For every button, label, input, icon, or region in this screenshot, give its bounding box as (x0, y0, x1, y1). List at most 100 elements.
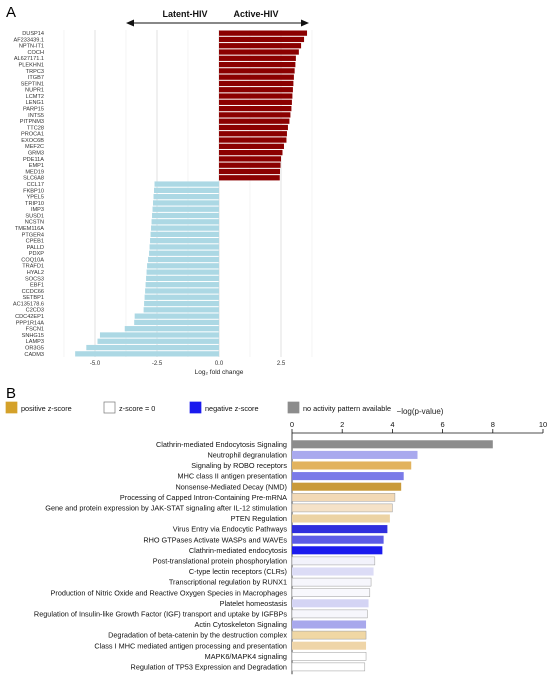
gene-bar (124, 326, 219, 332)
gene-bar (219, 68, 295, 74)
gene-label: NPTN-IT1 (19, 44, 44, 50)
pathway-label: Regulation of Insulin-like Growth Factor… (34, 610, 287, 619)
gene-label: MED19 (25, 169, 44, 175)
pathway-label: Clathrin-mediated endocytosis (189, 546, 288, 555)
pathway-bar (292, 567, 374, 576)
gene-label: SUSD1 (25, 213, 44, 219)
gene-label: TTC28 (27, 125, 44, 131)
panel-a-x-axis-label: Log₂ fold change (195, 369, 244, 376)
pathway-bar (291, 577, 372, 587)
gene-bar (153, 200, 219, 206)
gene-label: COQ10A (21, 257, 44, 263)
gene-label: EMP1 (29, 163, 44, 169)
gene-bar (153, 194, 219, 200)
gene-bar (150, 238, 219, 244)
gene-label: PALLD (27, 245, 44, 251)
pathway-bar (292, 641, 367, 650)
pathway-bar (292, 461, 412, 470)
x-tick-label: -2.5 (152, 361, 163, 367)
pathway-bar (291, 556, 376, 566)
gene-label: SETBP1 (23, 295, 44, 301)
gene-label: TRAFD1 (22, 264, 44, 270)
gene-label: PPP1R14A (16, 320, 45, 326)
gene-bar (219, 112, 291, 118)
gene-label: NCSTN (25, 220, 44, 226)
gene-label: DUSP14 (22, 31, 44, 37)
gene-bar (219, 105, 292, 112)
pathway-label: Nonsense-Mediated Decay (NMD) (175, 482, 287, 491)
pathway-bar (292, 450, 418, 459)
pathway-label: Degradation of beta-catenin by the destr… (108, 631, 287, 640)
legend-label: z-score = 0 (119, 404, 155, 413)
gene-bar (219, 137, 287, 143)
x-tick-label: 0.0 (215, 361, 224, 367)
gene-bar (219, 149, 283, 156)
active-hiv-label: Active-HIV (233, 9, 278, 19)
pathway-bar (292, 546, 383, 555)
pathway-label: MAPK6/MAPK4 signaling (205, 652, 287, 661)
gene-label: CDC42EP1 (15, 314, 44, 320)
gene-bar (219, 143, 284, 149)
gene-label: AC135178.6 (13, 301, 44, 307)
gene-bar (219, 131, 287, 137)
panel-b-x-axis-label: −log(p-value) (397, 407, 444, 416)
gene-label: AL627171.1 (14, 56, 44, 62)
gene-label: EBF1 (30, 283, 44, 289)
gene-label: SLC6A8 (23, 176, 44, 182)
gene-bar (219, 118, 290, 124)
pathway-bar (292, 535, 384, 544)
pathway-bar (292, 482, 402, 491)
gene-label: SNHG15 (22, 333, 44, 339)
x-tick-label: 2 (340, 420, 344, 429)
panel-a-gene-labels: DUSP14AF233439.1NPTN-IT1COCHAL627171.1PL… (13, 31, 44, 358)
gene-bar (219, 162, 281, 168)
pathway-label: Actin Cytoskeleton Signaling (195, 620, 287, 629)
gene-bar (147, 263, 219, 269)
gene-label: NUPR1 (25, 88, 44, 94)
gene-bar (151, 219, 219, 225)
gene-bar (219, 124, 288, 131)
panel-a-x-ticks: -5.0 -2.5 0.0 2.5 (90, 361, 286, 367)
gene-label: TRPC3 (26, 69, 44, 75)
gene-label: PROCA1 (21, 132, 44, 138)
gene-bar (154, 181, 219, 187)
pathway-label: Neutrophil degranulation (207, 451, 287, 460)
x-tick-label: 4 (390, 420, 394, 429)
gene-label: SEPTIN1 (21, 81, 44, 87)
gene-label: TRIP10 (25, 201, 44, 207)
gene-label: AF233439.1 (14, 37, 44, 43)
gene-label: GRM3 (28, 151, 44, 157)
gene-bar (219, 99, 292, 105)
gene-label: SOCS3 (25, 276, 44, 282)
pathway-bar (291, 662, 366, 672)
x-tick-label: 8 (491, 420, 495, 429)
gene-label: PDXP (29, 251, 45, 257)
gene-label: OR3G5 (25, 345, 44, 351)
pathway-bar (292, 525, 388, 534)
gene-label: ITGB7 (28, 75, 44, 81)
pathway-label: C-type lectin receptors (CLRs) (189, 567, 287, 576)
gene-label: LENG1 (26, 100, 44, 106)
pathway-bar (291, 503, 393, 513)
gene-bar (145, 282, 219, 288)
gene-label: COCH (28, 50, 44, 56)
gene-label: CADM3 (24, 352, 44, 358)
x-tick-label: 6 (441, 420, 445, 429)
latent-hiv-label: Latent-HIV (163, 9, 208, 19)
gene-bar (219, 93, 293, 99)
pathway-bar (291, 630, 367, 640)
gene-label: IMP3 (31, 207, 44, 213)
direction-arrow (126, 19, 309, 27)
gene-bar (219, 87, 293, 93)
pathway-bar (292, 440, 493, 449)
pathway-label: Regulation of TP53 Expression and Degrad… (131, 663, 287, 672)
gene-bar (219, 61, 296, 68)
gene-bar (99, 332, 219, 338)
pathway-label: Transcriptional regulation by RUNX1 (169, 578, 287, 587)
pathway-bar (292, 620, 367, 629)
pathway-label: Post-translational protein phosphorylati… (153, 557, 287, 566)
x-tick-label: -5.0 (90, 361, 101, 367)
panel-b-bars (291, 440, 493, 672)
gene-bar (134, 319, 219, 326)
gene-label: PLEKHN1 (19, 62, 45, 68)
